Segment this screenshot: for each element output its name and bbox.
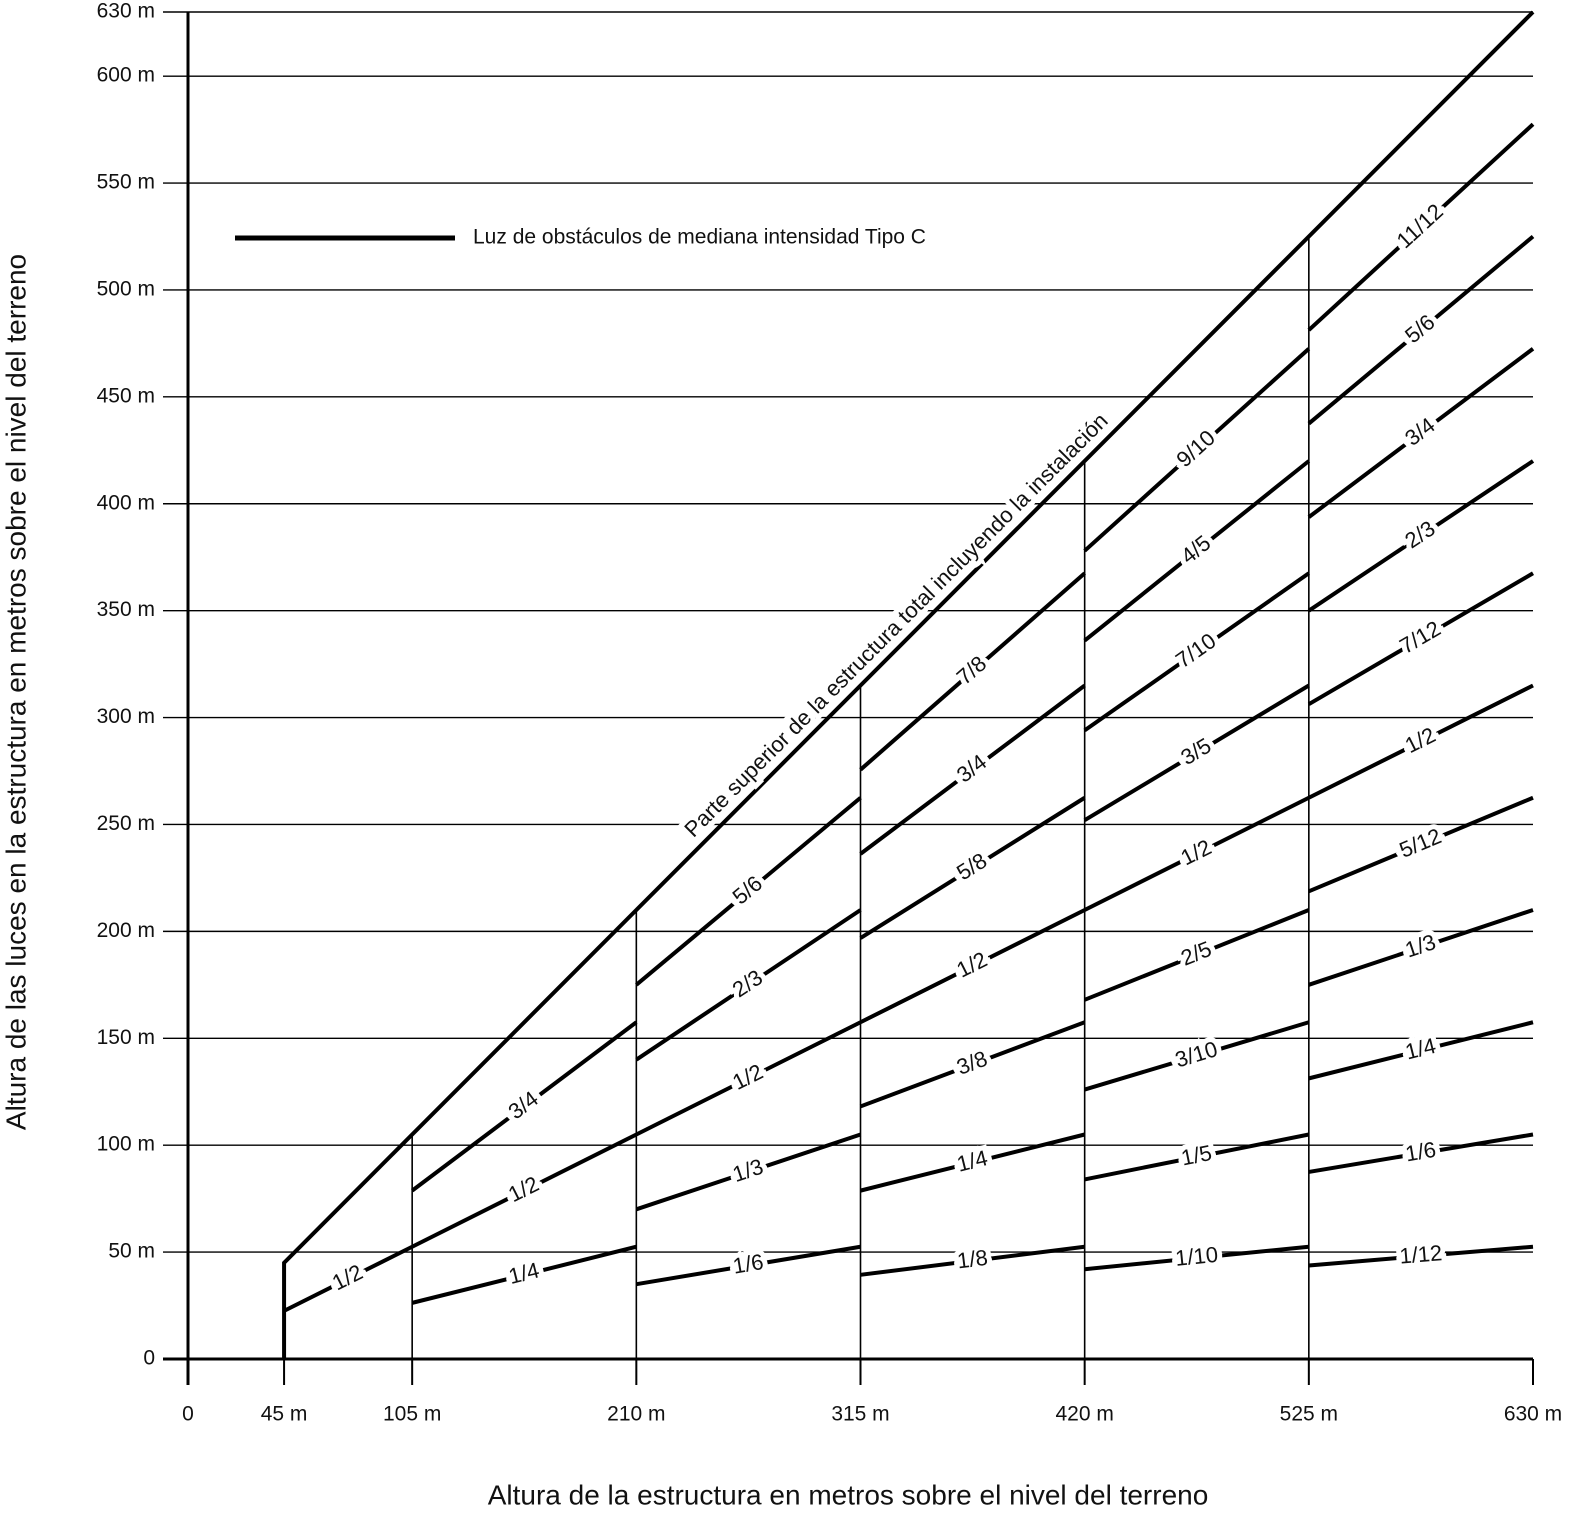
segment-label: 11/12 <box>1392 199 1448 254</box>
data-line <box>410 1020 638 1193</box>
data-line <box>1308 1132 1534 1174</box>
data-line <box>859 908 1086 1025</box>
segment-label: 5/12 <box>1396 823 1445 863</box>
annotation: Parte superior de la estructura total in… <box>679 408 1112 842</box>
data-line <box>860 1244 1085 1277</box>
x-tick-label: 105 m <box>383 1403 441 1426</box>
x-tick-label: 525 m <box>1280 1403 1338 1426</box>
x-tick-label: 45 m <box>261 1403 308 1426</box>
y-tick-label: 100 m <box>97 1133 155 1156</box>
y-tick-label: 350 m <box>97 598 155 621</box>
segment-label: 2/5 <box>1177 936 1215 971</box>
y-axis-title: Altura de las luces en la estructura en … <box>0 254 31 1130</box>
data-line <box>1308 1244 1534 1268</box>
data-line <box>859 571 1086 772</box>
segment-label: 1/5 <box>1179 1140 1214 1171</box>
segment-label: 7/12 <box>1395 616 1445 659</box>
segment-label: 1/2 <box>1177 834 1216 870</box>
data-line <box>1083 683 1310 822</box>
segment-label: 1/2 <box>504 1171 543 1207</box>
y-tick-label: 550 m <box>97 171 155 194</box>
segment-label: 1/2 <box>953 947 992 983</box>
data-line <box>635 908 862 1062</box>
data-line <box>283 1244 414 1313</box>
data-line <box>860 1132 1086 1193</box>
segment-label: 1/8 <box>956 1245 989 1274</box>
data-line <box>635 1020 862 1137</box>
data-line <box>1307 234 1535 426</box>
data-line <box>1084 1244 1310 1272</box>
data-line <box>1307 347 1535 519</box>
data-line <box>1083 908 1310 1002</box>
data-line <box>411 1132 638 1249</box>
segment-label: 1/2 <box>1401 722 1440 758</box>
data-line <box>411 1244 637 1305</box>
x-tick-label: 630 m <box>1504 1403 1562 1426</box>
data-line <box>1083 571 1310 733</box>
x-tick-label: 0 <box>182 1403 194 1426</box>
segment-label: 1/6 <box>1403 1137 1437 1167</box>
y-tick-label: 450 m <box>97 384 155 407</box>
segment-label: 5/8 <box>952 848 991 885</box>
y-tick-label: 300 m <box>97 705 155 728</box>
y-tick-label: 600 m <box>97 64 155 87</box>
data-line <box>1308 1020 1534 1081</box>
x-axis-title: Altura de la estructura en metros sobre … <box>488 1479 1209 1510</box>
data-line <box>1307 122 1535 332</box>
data-line <box>1308 908 1534 987</box>
y-tick-label: 400 m <box>97 491 155 514</box>
segment-label: 1/12 <box>1398 1240 1443 1268</box>
x-tick-label: 315 m <box>831 1403 889 1426</box>
y-tick-label: 0 <box>143 1347 155 1370</box>
data-line <box>859 796 1086 940</box>
data-line <box>282 10 1535 1359</box>
data-line <box>1083 459 1311 643</box>
segment-label: 1/4 <box>954 1145 990 1177</box>
x-tick-label: 420 m <box>1055 1403 1113 1426</box>
y-tick-label: 50 m <box>108 1240 155 1263</box>
data-line <box>859 1020 1086 1109</box>
y-tick-label: 500 m <box>97 277 155 300</box>
data-line <box>1307 571 1535 706</box>
data-line <box>636 1244 861 1287</box>
segment-label: 1/10 <box>1174 1242 1219 1271</box>
data-line <box>1084 1132 1310 1182</box>
y-tick-label: 250 m <box>97 812 155 835</box>
segment-label: 1/2 <box>728 1059 767 1095</box>
data-line <box>1083 347 1311 553</box>
y-tick-label: 630 m <box>97 0 155 23</box>
segment-label: 1/2 <box>328 1259 367 1295</box>
data-line <box>1307 459 1535 613</box>
data-line <box>1308 795 1534 894</box>
segment-label: 3/8 <box>953 1046 990 1080</box>
segment-label: 1/4 <box>506 1257 542 1289</box>
x-tick-label: 210 m <box>607 1403 665 1426</box>
legend-label: Luz de obstáculos de mediana intensidad … <box>473 226 926 249</box>
data-line <box>1307 683 1534 800</box>
segment-label: 1/3 <box>729 1154 766 1187</box>
segment-label: 3/5 <box>1176 733 1215 770</box>
y-tick-label: 150 m <box>97 1026 155 1049</box>
data-line <box>635 796 862 987</box>
data-line <box>635 1132 862 1212</box>
data-line <box>1084 1020 1310 1092</box>
data-line <box>1083 795 1310 912</box>
segment-label: 1/3 <box>1402 929 1439 962</box>
segment-label: 3/10 <box>1172 1036 1220 1072</box>
segment-label: 1/6 <box>731 1249 765 1279</box>
data-line <box>859 683 1086 856</box>
y-tick-label: 200 m <box>97 919 155 942</box>
